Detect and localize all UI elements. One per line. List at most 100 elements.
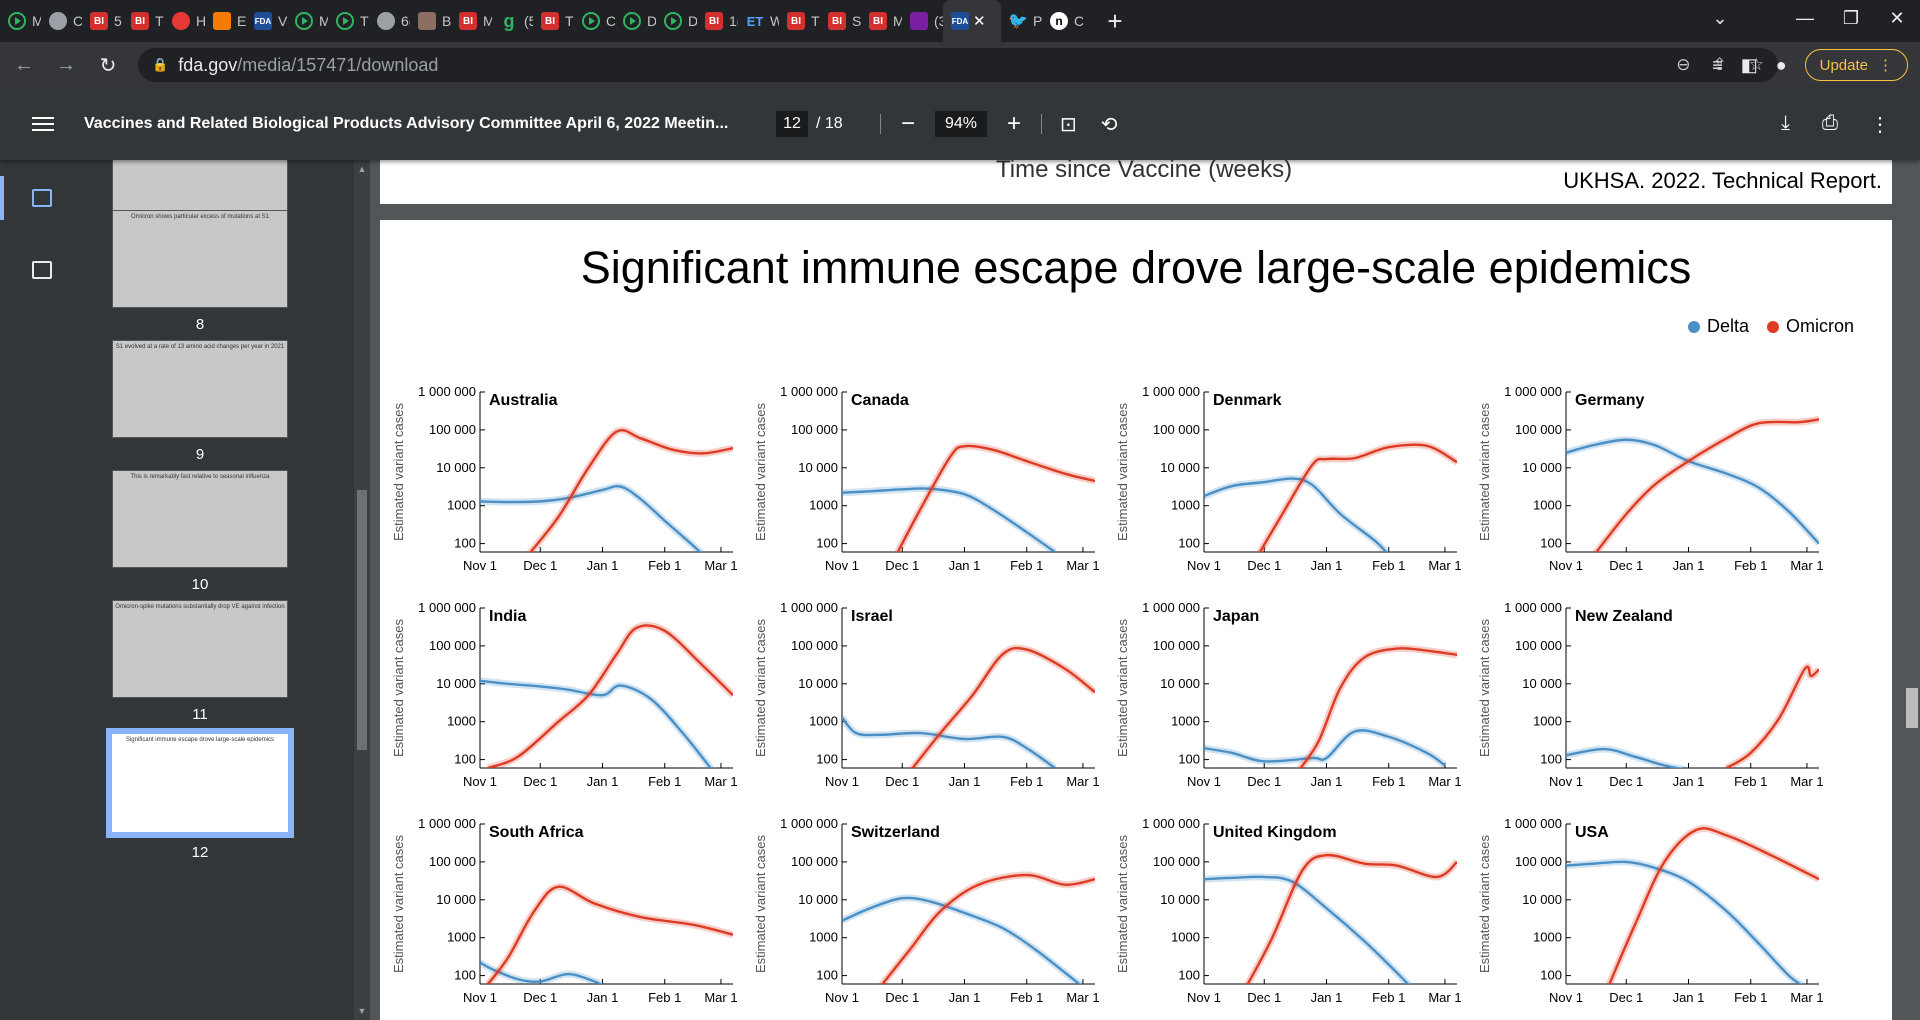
omicron-series-line xyxy=(529,428,733,552)
y-tick-label: 1000 xyxy=(809,714,838,729)
thumbnail-page-9[interactable]: S1 evolved at a rate of 13 amino acid ch… xyxy=(112,340,288,438)
panel-title: Japan xyxy=(1213,608,1259,625)
close-tab-icon[interactable]: ✕ xyxy=(973,13,986,30)
download-icon[interactable]: ⤓ xyxy=(1781,111,1790,134)
omicron-ci-band xyxy=(1255,441,1457,552)
outline-view-button[interactable] xyxy=(0,248,84,292)
x-tick-label: Mar 1 xyxy=(1428,558,1461,573)
browser-tab[interactable]: 6( xyxy=(369,0,410,42)
y-axis-label: Estimated variant cases xyxy=(1115,835,1130,974)
maximize-button[interactable]: ❐ xyxy=(1842,7,1860,28)
browser-tab[interactable]: D xyxy=(656,0,697,42)
thumbnail-page-7[interactable] xyxy=(112,160,288,218)
browser-tab[interactable]: M xyxy=(0,0,41,42)
browser-tab[interactable]: C( xyxy=(41,0,82,42)
browser-tab[interactable]: g (5 xyxy=(492,0,534,42)
new-tab-button[interactable]: + xyxy=(1107,5,1123,36)
zoom-icon[interactable]: ⊖ xyxy=(1676,55,1691,74)
forward-button[interactable]: → xyxy=(56,53,76,76)
zoom-in-button[interactable]: + xyxy=(1007,110,1022,137)
panel-title: Canada xyxy=(851,392,909,409)
scroll-up-icon[interactable]: ▲ xyxy=(357,164,367,174)
panel-switzerland: 100 1000 10 000 100 000 1 000 000 Nov 1 Dec 1 J… xyxy=(753,816,1100,1005)
url-text[interactable]: fda.gov/media/157471/download xyxy=(178,54,439,75)
browser-tab[interactable]: ET W xyxy=(738,0,779,42)
minimize-button[interactable]: — xyxy=(1796,7,1814,28)
lock-icon[interactable]: 🔒 xyxy=(152,57,169,72)
previous-page-source: UKHSA. 2022. Technical Report. xyxy=(1563,168,1882,193)
side-panel-icon[interactable]: ◧ xyxy=(1740,54,1758,75)
omicron-series-line xyxy=(911,646,1095,768)
rotate-icon[interactable]: ⟲ xyxy=(1100,113,1118,136)
document-viewport[interactable]: Time since Vaccine (weeks) UKHSA. 2022. … xyxy=(370,160,1902,1020)
x-tick-label: Dec 1 xyxy=(885,558,919,573)
play-icon xyxy=(8,12,26,30)
panel-japan: 100 1000 10 000 100 000 1 000 000 Nov 1 Dec 1 J… xyxy=(1115,600,1462,789)
update-button[interactable]: Update ⋮ xyxy=(1804,49,1908,81)
et-icon: ET xyxy=(746,13,764,29)
reading-list-icon[interactable]: ≡ xyxy=(1712,54,1723,75)
y-tick-label: 1 000 000 xyxy=(780,816,838,831)
x-tick-label: Nov 1 xyxy=(463,558,497,573)
omicron-ci-band xyxy=(1724,663,1819,768)
omicron-series-line xyxy=(487,885,733,984)
close-window-button[interactable]: ✕ xyxy=(1889,7,1905,28)
document-scrollbar[interactable] xyxy=(1902,160,1920,1020)
share-icon[interactable]: ⇪ xyxy=(1712,55,1727,74)
thumbnail-page-10[interactable]: This is remarkably fast relative to seas… xyxy=(112,470,288,568)
browser-tab[interactable]: BI 1( xyxy=(697,0,738,42)
browser-tab[interactable]: (3 xyxy=(902,0,943,42)
thumbnails-view-button[interactable] xyxy=(0,176,84,220)
browser-tab[interactable]: BI Tl xyxy=(779,0,820,42)
browser-tab[interactable]: BI 5 xyxy=(82,0,123,42)
fit-page-icon[interactable]: ⊡ xyxy=(1060,113,1077,136)
y-tick-label: 1000 xyxy=(1171,930,1200,945)
y-tick-label: 1000 xyxy=(1533,498,1562,513)
panel-title: Australia xyxy=(489,392,558,409)
browser-tab[interactable]: FDA ✕ xyxy=(943,0,1001,42)
browser-tab[interactable]: BI Tl xyxy=(123,0,164,42)
zoom-out-button[interactable]: − xyxy=(900,110,915,137)
browser-tab[interactable]: 🐦 Pi xyxy=(1001,0,1042,42)
thumbnail-page-8[interactable]: Omicron shows particular excess of mutat… xyxy=(112,210,288,308)
browser-tab[interactable]: M xyxy=(287,0,328,42)
browser-tab[interactable]: BI M xyxy=(861,0,902,42)
browser-tab[interactable]: Tl xyxy=(328,0,369,42)
panel-usa: 100 1000 10 000 100 000 1 000 000 Nov 1 Dec 1 J… xyxy=(1477,816,1824,1005)
scroll-down-icon[interactable]: ▼ xyxy=(357,1006,367,1016)
delta-ci-band xyxy=(480,482,706,552)
browser-tab[interactable]: Ec xyxy=(205,0,246,42)
thumbnail-page-11[interactable]: Omicron-spike mutations substantially dr… xyxy=(112,600,288,698)
profile-icon[interactable]: ● xyxy=(1775,54,1787,75)
browser-tab[interactable]: BI M xyxy=(451,0,492,42)
browser-tab[interactable]: FDA Va xyxy=(246,0,287,42)
y-tick-label: 1 000 000 xyxy=(780,600,838,615)
tab-title: Tl xyxy=(565,13,574,29)
address-bar[interactable]: 🔒 fda.gov/media/157471/download ⊖ ⇪ ☆ xyxy=(138,48,1778,82)
panel-australia: 100 1000 10 000 100 000 1 000 000 Nov 1 Dec 1 J… xyxy=(391,384,738,573)
y-tick-label: 10 000 xyxy=(1522,676,1562,691)
tab-search-chevron-icon[interactable]: ⌄ xyxy=(1712,7,1728,28)
zoom-level-input[interactable]: 94% xyxy=(935,111,988,137)
browser-tab[interactable]: BI Sc xyxy=(820,0,861,42)
browser-tab[interactable]: D xyxy=(615,0,656,42)
browser-tab[interactable]: BI Tl xyxy=(533,0,574,42)
document-scroll-thumb[interactable] xyxy=(1906,688,1918,728)
browser-tab[interactable]: C xyxy=(574,0,615,42)
thumbnail-page-12[interactable]: Significant immune escape drove large-sc… xyxy=(106,728,294,838)
browser-tab[interactable]: Bl xyxy=(410,0,451,42)
menu-icon[interactable] xyxy=(32,117,54,131)
x-tick-label: Feb 1 xyxy=(1734,990,1767,1005)
tab-title: C xyxy=(1074,13,1083,29)
thumbnail-scrollbar[interactable]: ▲ ▼ xyxy=(354,160,370,1020)
print-icon[interactable]: ⎙ xyxy=(1822,111,1838,134)
back-button[interactable]: ← xyxy=(14,53,34,76)
bookmark-star-icon[interactable]: ☆ xyxy=(1748,55,1764,74)
scroll-thumb[interactable] xyxy=(357,490,367,750)
page-number-input[interactable]: 12 xyxy=(776,111,808,137)
slide-title: Significant immune escape drove large-sc… xyxy=(580,242,1692,293)
reload-button[interactable]: ↻ xyxy=(99,54,117,77)
more-options-icon[interactable]: ⋮ xyxy=(1870,113,1890,136)
browser-tab[interactable]: H xyxy=(164,0,205,42)
